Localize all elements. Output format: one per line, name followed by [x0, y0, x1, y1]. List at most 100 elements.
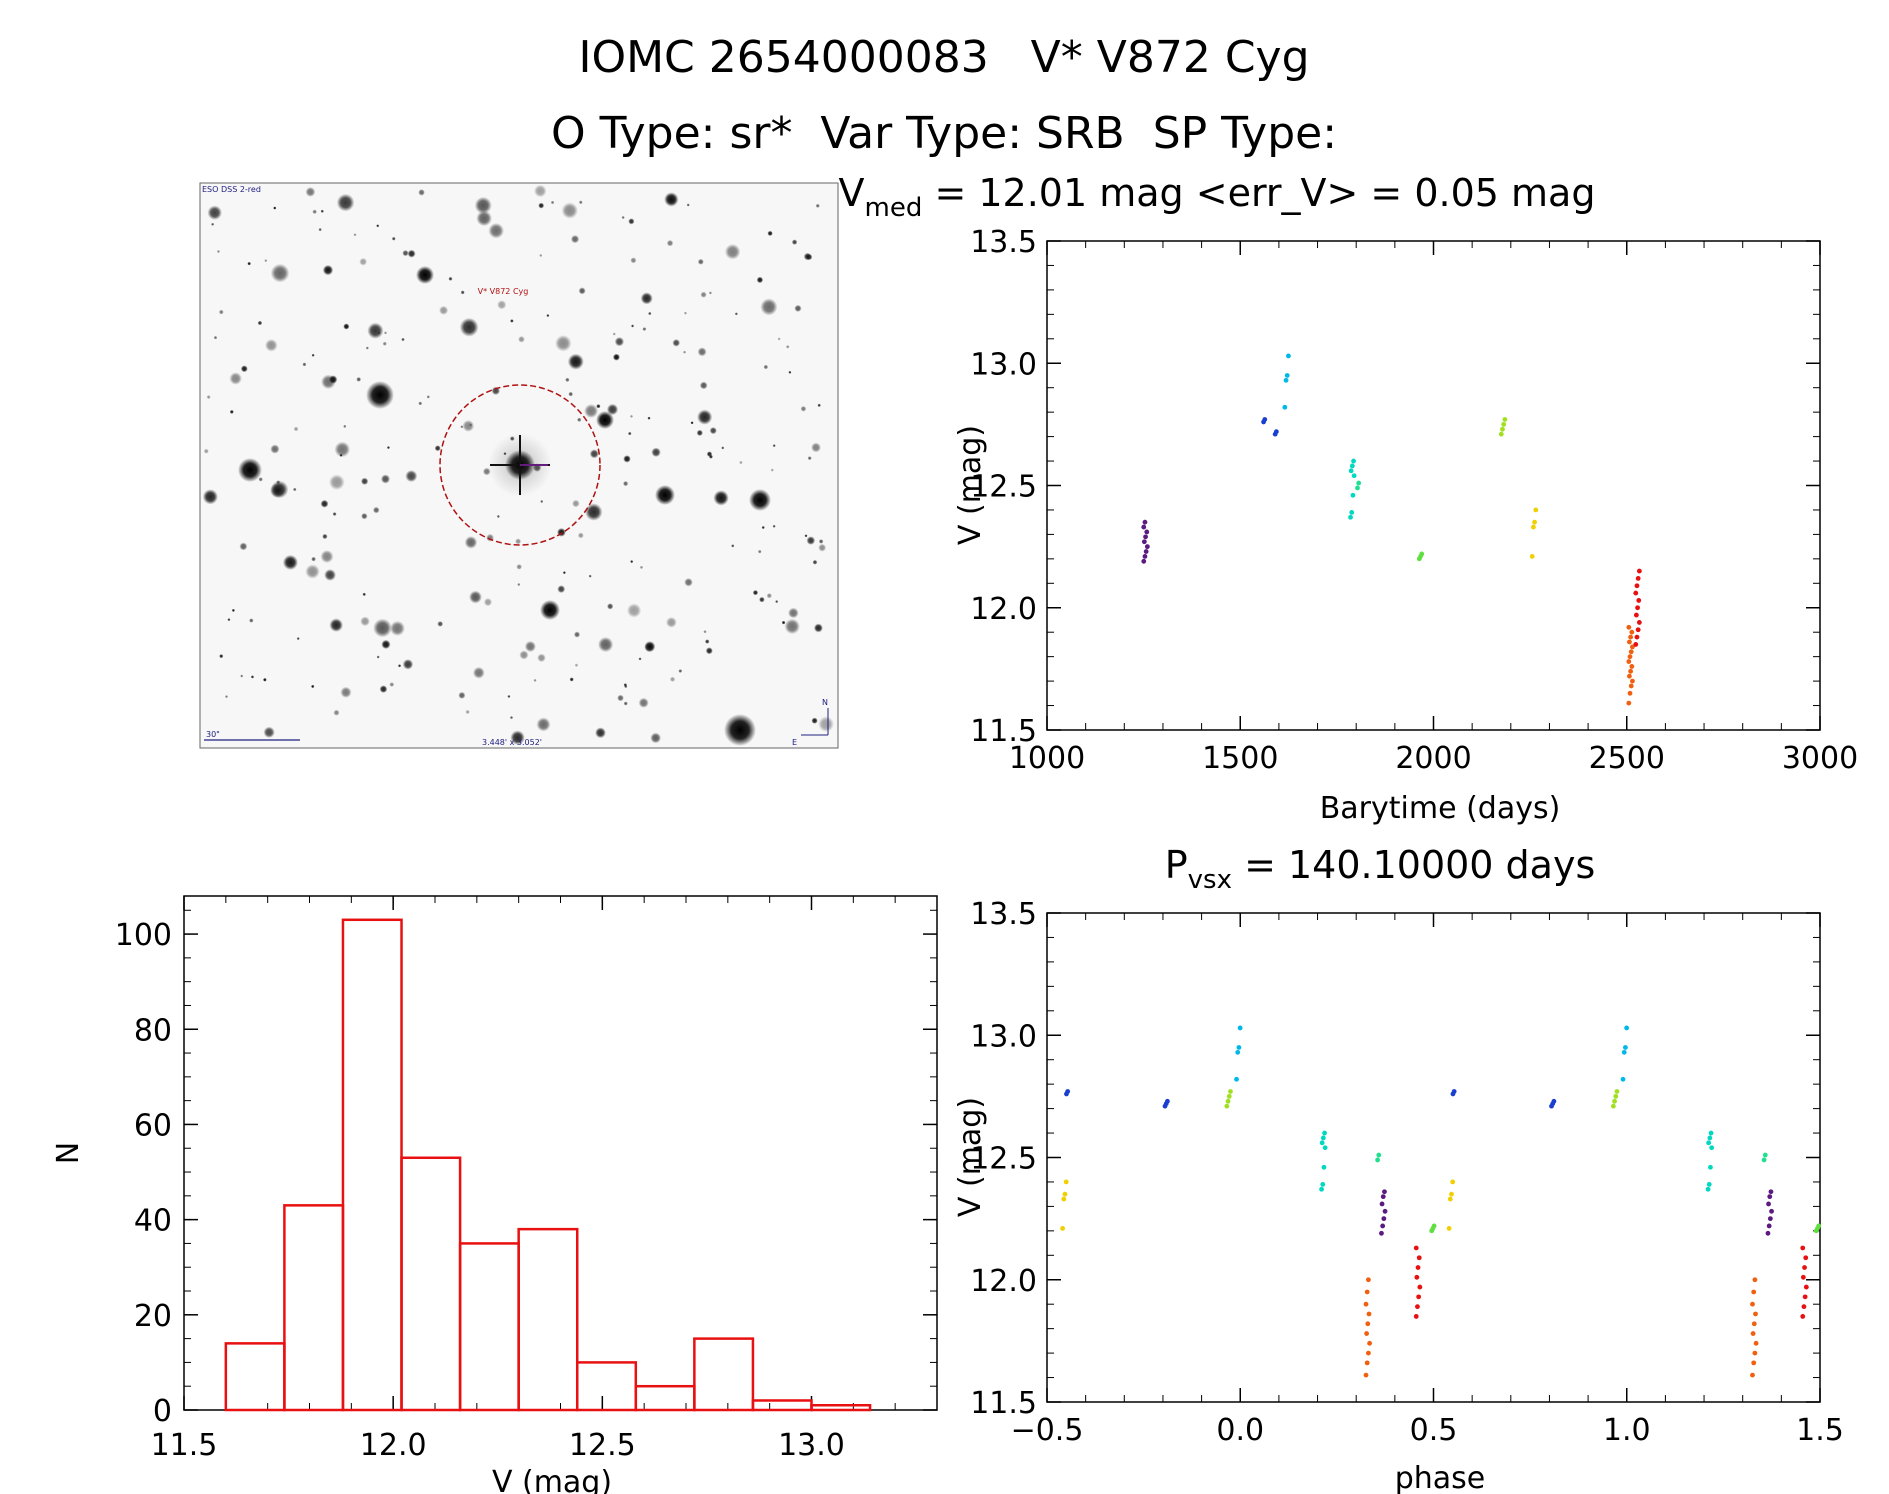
data-point: [1144, 544, 1150, 550]
data-point: [1225, 1098, 1231, 1104]
star: [515, 538, 522, 545]
data-point: [1610, 1103, 1616, 1109]
data-point: [1319, 1186, 1324, 1192]
star: [311, 353, 315, 357]
star: [518, 335, 525, 343]
data-point: [1801, 1304, 1807, 1310]
data-point: [1063, 1179, 1069, 1185]
star: [229, 372, 242, 385]
data-point: [1613, 1093, 1619, 1099]
star: [757, 549, 762, 554]
star: [647, 416, 651, 420]
data-point: [1379, 1230, 1384, 1236]
data-point: [1768, 1189, 1774, 1195]
data-point: [1450, 1179, 1456, 1185]
star: [572, 499, 580, 508]
data-point: [1350, 492, 1356, 498]
star: [507, 694, 511, 698]
x-tick-label: 0.5: [1410, 1413, 1458, 1448]
star: [539, 253, 543, 257]
data-point: [1633, 642, 1639, 647]
histogram-bar: [341, 918, 403, 1412]
data-point: [1415, 1304, 1420, 1310]
star: [630, 257, 637, 264]
data-point: [1706, 1140, 1712, 1146]
star: [683, 311, 688, 315]
bright-star: [655, 485, 675, 505]
star: [311, 556, 316, 562]
star: [264, 339, 278, 352]
data-point: [1366, 1311, 1372, 1317]
data-point: [1630, 678, 1635, 684]
phase-curve-title-rest: = 140.10000 days: [1232, 843, 1595, 887]
data-point: [1628, 649, 1634, 655]
star: [588, 574, 592, 578]
data-point: [1262, 417, 1268, 422]
star: [574, 663, 579, 667]
star: [713, 490, 729, 506]
y-tick-label: 20: [134, 1299, 172, 1334]
star: [270, 263, 290, 283]
star: [270, 444, 280, 454]
star: [664, 192, 679, 207]
star: [807, 456, 812, 461]
star: [386, 446, 390, 450]
data-point: [1142, 554, 1148, 559]
x-tick-label: 2000: [1395, 741, 1471, 776]
star: [786, 345, 790, 349]
star: [312, 209, 317, 215]
data-point: [1351, 458, 1356, 464]
phase-curve-points: [1060, 1025, 1822, 1378]
star: [519, 650, 529, 660]
data-point: [1363, 1372, 1369, 1378]
star: [264, 259, 268, 263]
bright-star: [366, 381, 394, 409]
star: [622, 480, 629, 487]
data-point: [1628, 668, 1634, 674]
star: [407, 249, 416, 258]
star: [263, 726, 275, 738]
star: [639, 565, 644, 570]
star: [650, 732, 662, 744]
star: [318, 227, 322, 232]
star: [472, 666, 485, 679]
star: [384, 331, 388, 335]
star: [606, 403, 619, 416]
data-point: [1629, 629, 1635, 635]
star: [788, 370, 792, 374]
star: [638, 657, 642, 661]
star: [448, 276, 453, 281]
star: [302, 362, 307, 367]
data-point: [1380, 1223, 1386, 1229]
star: [340, 686, 352, 698]
data-point: [1706, 1181, 1712, 1187]
star: [760, 298, 778, 316]
histogram-bar: [283, 1204, 345, 1412]
star: [589, 449, 599, 459]
star: [376, 655, 380, 659]
star: [794, 304, 802, 312]
phase-curve-title: Pvsx = 140.10000 days: [1165, 843, 1596, 895]
star: [379, 685, 388, 693]
star: [293, 426, 299, 432]
star: [546, 314, 550, 318]
data-point: [1416, 1294, 1422, 1300]
star: [380, 474, 391, 484]
star: [397, 664, 402, 668]
star: [595, 727, 606, 739]
x-tick-label: 3000: [1782, 741, 1858, 776]
data-point: [1446, 1226, 1452, 1231]
star: [734, 312, 738, 316]
data-point: [1751, 1360, 1757, 1366]
light-curve-frame: [1046, 240, 1821, 731]
histogram-bar: [400, 1156, 462, 1412]
data-point: [1319, 1140, 1325, 1146]
star: [353, 233, 357, 237]
data-point: [1413, 1245, 1419, 1251]
star: [247, 261, 251, 266]
phase-curve-xlabel: phase: [1395, 1461, 1486, 1494]
star: [533, 678, 537, 682]
star: [811, 442, 821, 453]
star: [517, 583, 521, 587]
